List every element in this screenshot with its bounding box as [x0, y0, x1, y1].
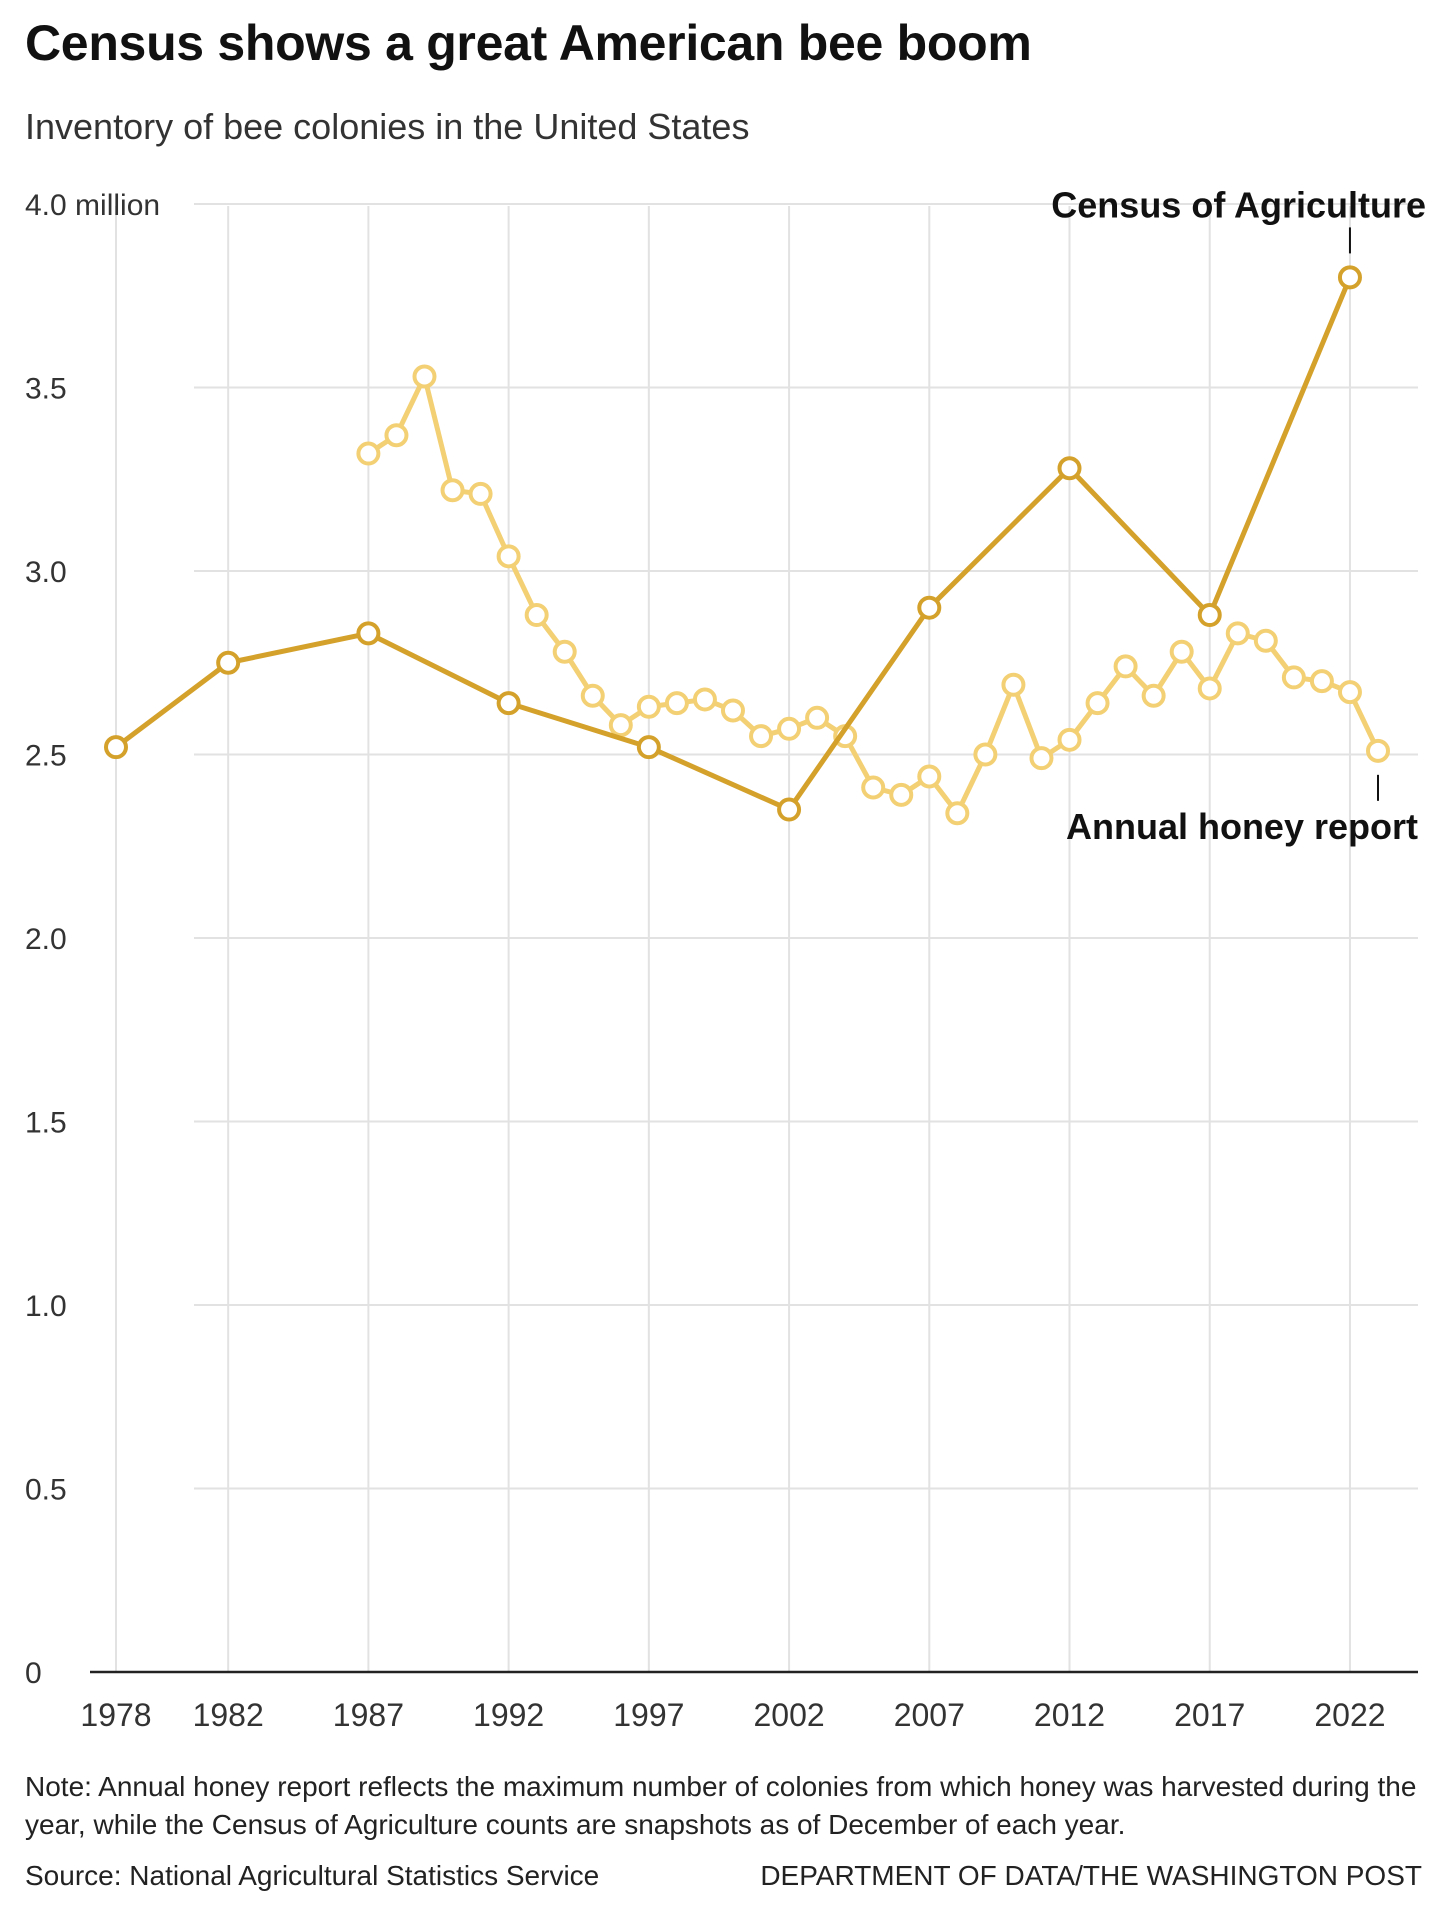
axes: 0 0.5 1.0 1.5 2.0 2.5 3.0 3.5 4.0 million 1978 198… — [25, 189, 1418, 1733]
x-tick-label: 1978 — [80, 1697, 151, 1733]
chart-subtitle: Inventory of bee colonies in the United … — [25, 106, 750, 147]
data-point-honey — [496, 544, 521, 569]
y-tick-label: 0.5 — [25, 1474, 67, 1507]
data-point-honey — [945, 801, 970, 826]
data-point-honey — [1001, 672, 1026, 697]
y-tick-label: 4.0 million — [25, 189, 160, 222]
data-point-honey — [524, 603, 549, 628]
series-labels: Census of Agriculture Annual honey report — [1051, 184, 1426, 846]
data-point-honey — [580, 683, 605, 708]
data-point-census — [1197, 603, 1222, 628]
data-point-honey — [1253, 628, 1278, 653]
data-point-honey — [1309, 669, 1334, 694]
data-point-census — [636, 735, 661, 760]
data-point-honey — [917, 764, 942, 789]
x-tick-label: 1997 — [613, 1697, 684, 1733]
data-point-honey — [356, 441, 381, 466]
data-point-honey — [973, 742, 998, 767]
data-point-honey — [1366, 738, 1390, 763]
data-point-census — [216, 650, 241, 675]
x-tick-label: 2022 — [1314, 1697, 1385, 1733]
y-tick-label: 2.5 — [25, 740, 67, 773]
census-series-label: Census of Agriculture — [1051, 184, 1426, 225]
data-point-honey — [1057, 727, 1082, 752]
series — [104, 265, 1390, 826]
y-tick-label: 1.5 — [25, 1107, 67, 1140]
data-point-honey — [664, 691, 689, 716]
x-tick-label: 1982 — [193, 1697, 264, 1733]
x-tick-label: 2012 — [1034, 1697, 1105, 1733]
grid-lines — [115, 203, 1418, 1672]
data-point-honey — [1113, 654, 1138, 679]
x-tick-label: 1992 — [473, 1697, 544, 1733]
data-point-census — [917, 595, 942, 620]
data-point-honey — [861, 775, 886, 800]
data-point-honey — [692, 687, 717, 712]
data-point-honey — [805, 705, 830, 730]
data-point-honey — [468, 481, 493, 506]
data-point-honey — [1029, 746, 1054, 771]
data-point-honey — [440, 478, 465, 503]
data-point-census — [1057, 456, 1082, 481]
data-point-honey — [636, 694, 661, 719]
x-tick-label: 2017 — [1174, 1697, 1245, 1733]
y-tick-label: 1.0 — [25, 1290, 67, 1323]
chart-title: Census shows a great American bee boom — [25, 15, 1032, 71]
data-point-census — [356, 621, 381, 646]
chart-source: Source: National Agricultural Statistics… — [25, 1860, 600, 1891]
data-point-honey — [552, 639, 577, 664]
x-tick-label: 2007 — [894, 1697, 965, 1733]
data-point-census — [104, 735, 128, 760]
data-point-honey — [1281, 665, 1306, 690]
data-point-honey — [777, 716, 802, 741]
y-tick-label: 3.0 — [25, 556, 67, 589]
data-point-honey — [749, 724, 774, 749]
data-point-honey — [720, 698, 745, 723]
data-point-honey — [608, 713, 633, 738]
data-point-honey — [1085, 691, 1110, 716]
data-point-census — [1337, 265, 1362, 290]
data-point-honey — [1225, 621, 1250, 646]
honey-series-label: Annual honey report — [1066, 806, 1418, 847]
y-tick-label: 0 — [25, 1657, 42, 1690]
data-point-honey — [1169, 639, 1194, 664]
series-line-honey — [365, 373, 1381, 816]
data-point-honey — [1141, 683, 1166, 708]
series-line-census — [113, 274, 1353, 813]
data-point-census — [496, 691, 521, 716]
data-point-honey — [1337, 680, 1362, 705]
data-point-census — [777, 797, 802, 822]
x-tick-label: 2002 — [753, 1697, 824, 1733]
y-tick-label: 3.5 — [25, 373, 67, 406]
chart-credit: DEPARTMENT OF DATA/THE WASHINGTON POST — [760, 1860, 1422, 1891]
data-point-honey — [412, 364, 437, 389]
data-point-honey — [384, 423, 409, 448]
x-tick-label: 1987 — [333, 1697, 404, 1733]
y-tick-label: 2.0 — [25, 923, 67, 956]
data-point-honey — [1197, 676, 1222, 701]
data-point-honey — [889, 782, 914, 807]
chart-note: Note: Annual honey report reflects the m… — [25, 1771, 1417, 1840]
